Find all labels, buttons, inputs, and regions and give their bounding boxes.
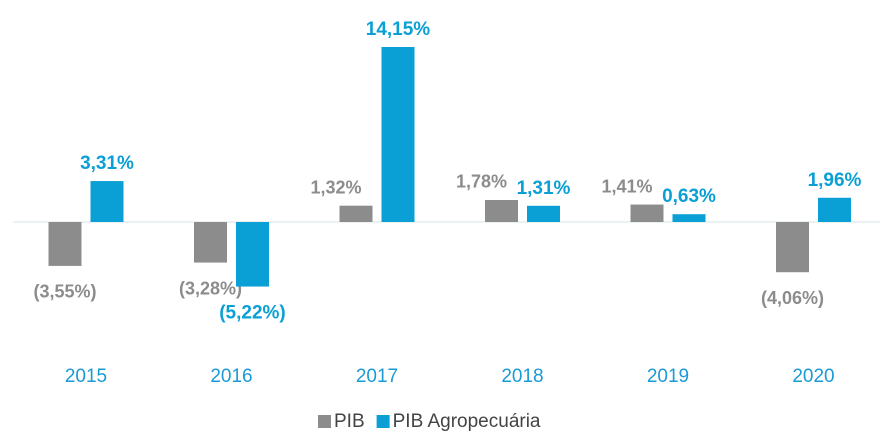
data-label: 3,31%	[80, 153, 134, 174]
data-label: (3,55%)	[33, 282, 96, 302]
data-label: 14,15%	[366, 19, 431, 40]
bar	[776, 222, 809, 273]
x-tick-label: 2018	[501, 366, 543, 387]
data-label: (3,28%)	[179, 278, 242, 298]
data-label: 1,31%	[517, 178, 571, 199]
bar	[381, 47, 415, 222]
x-tick-label: 2019	[647, 366, 689, 387]
x-tick-label: 2016	[210, 366, 252, 387]
x-tick-label: 2020	[792, 366, 834, 387]
x-tick-label: 2015	[65, 366, 107, 387]
data-label: 1,78%	[456, 172, 507, 192]
bar	[527, 205, 560, 222]
legend-label: PIB	[334, 411, 365, 432]
bar	[48, 222, 82, 266]
bar	[339, 205, 373, 222]
bar	[485, 199, 518, 222]
x-tick-label: 2017	[356, 366, 398, 387]
bar	[630, 204, 664, 222]
data-label: 0,63%	[662, 186, 716, 207]
data-label: 1,41%	[601, 176, 652, 196]
bar	[236, 222, 269, 287]
data-label: 1,32%	[310, 177, 361, 197]
data-label: (5,22%)	[219, 303, 286, 324]
data-label: (4,06%)	[761, 288, 824, 308]
legend-label: PIB Agropecuária	[393, 411, 541, 432]
bar	[672, 214, 706, 222]
bar	[90, 181, 124, 222]
legend-swatch	[376, 415, 390, 428]
legend-swatch	[318, 415, 331, 428]
data-label: 1,96%	[808, 170, 862, 191]
bar	[818, 197, 851, 222]
bar	[194, 222, 227, 263]
